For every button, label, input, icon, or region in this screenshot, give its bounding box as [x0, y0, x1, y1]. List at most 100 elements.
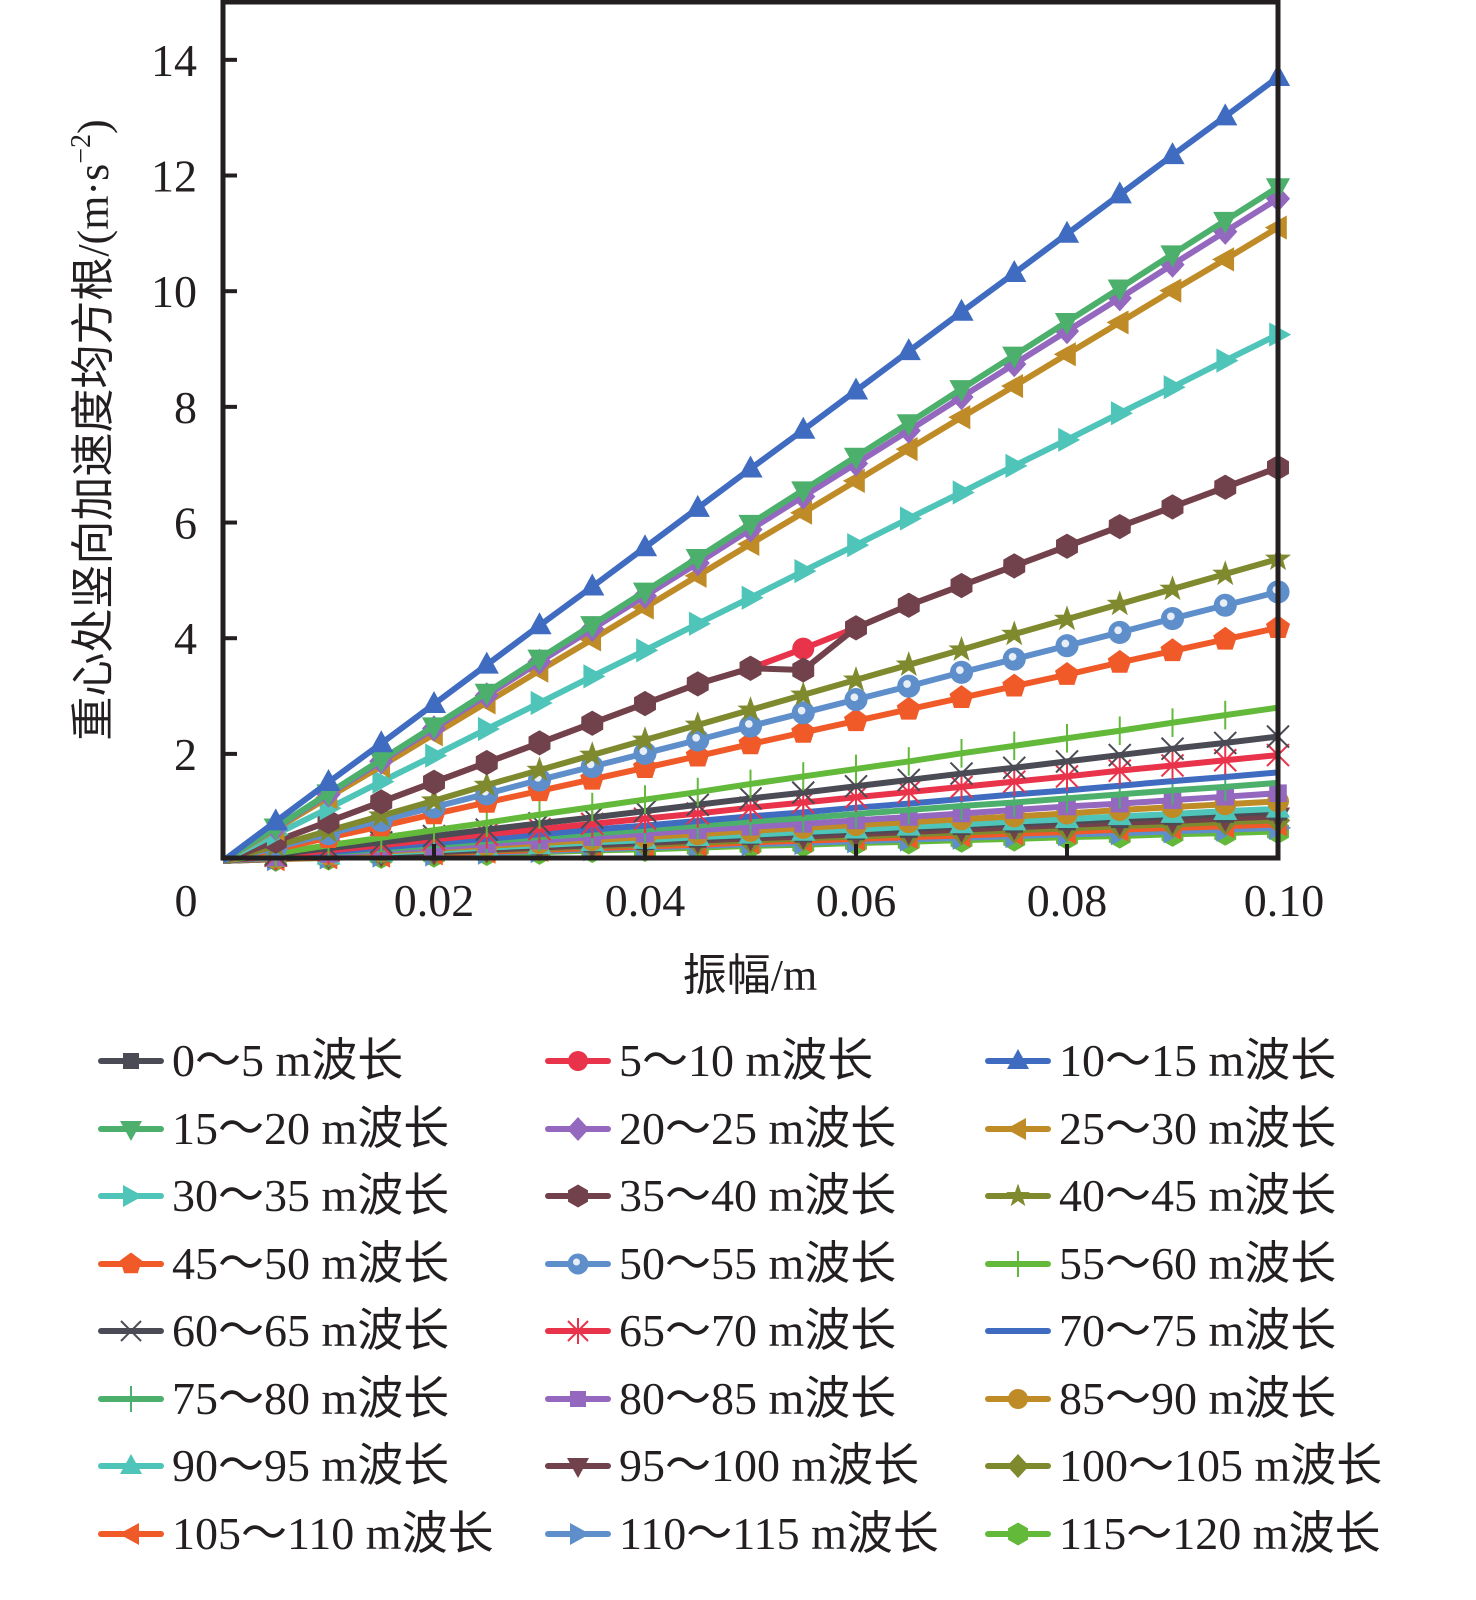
legend-item: 90～95 m波长 — [98, 1435, 449, 1497]
data-point — [1160, 751, 1185, 780]
data-point — [263, 808, 288, 831]
legend-label: 40～45 m波长 — [1059, 1170, 1337, 1221]
legend-swatch — [545, 1318, 611, 1344]
data-point-highlight — [573, 1258, 580, 1265]
x-tick-label: 0.06 — [816, 875, 897, 926]
marker-stroke — [1160, 736, 1185, 761]
data-point — [842, 468, 865, 493]
legend-swatch — [98, 1053, 164, 1069]
legend-swatch — [985, 1250, 1051, 1277]
data-point-highlight — [956, 666, 964, 674]
data-point — [1106, 590, 1133, 616]
data-point — [1160, 638, 1185, 662]
data-point — [842, 666, 870, 691]
marker-stroke — [120, 1320, 142, 1342]
data-point — [739, 655, 762, 681]
legend-label: 65～70 m波长 — [619, 1305, 897, 1356]
data-point-highlight — [903, 680, 911, 688]
data-point — [1008, 1522, 1028, 1545]
marker-stroke — [791, 780, 815, 805]
legend-item: 105～110 m波长 — [98, 1503, 494, 1565]
data-point — [1007, 1454, 1029, 1478]
legend-swatch — [545, 1184, 611, 1208]
data-point — [1160, 245, 1185, 268]
data-point — [685, 494, 710, 517]
data-point — [1107, 181, 1132, 204]
series-6 — [221, 322, 1292, 864]
data-point — [1006, 1117, 1026, 1140]
data-point — [632, 534, 658, 557]
data-point — [473, 771, 500, 797]
legend-label: 35～40 m波长 — [619, 1170, 897, 1221]
legend-swatch — [545, 1051, 611, 1071]
data-point — [845, 615, 867, 641]
data-point — [1003, 553, 1026, 579]
data-point — [895, 436, 918, 462]
data-point — [580, 616, 605, 639]
data-point — [1054, 662, 1080, 685]
data-point — [1002, 346, 1027, 369]
data-point — [580, 573, 605, 596]
data-point — [1054, 220, 1080, 243]
data-point — [570, 1522, 590, 1545]
y-axis-title-superscript: −2 — [66, 134, 97, 164]
data-point — [1213, 626, 1238, 650]
legend-label: 10～15 m波长 — [1059, 1035, 1337, 1086]
data-point — [896, 414, 921, 437]
legend-label: 90～95 m波长 — [172, 1440, 450, 1491]
data-point — [1214, 474, 1237, 500]
data-point — [1159, 278, 1182, 303]
legend-item: 85～90 m波长 — [985, 1368, 1336, 1430]
data-point-highlight — [797, 706, 806, 715]
data-point — [1005, 453, 1028, 478]
data-point — [896, 696, 921, 720]
data-point — [1110, 401, 1133, 426]
data-point — [1161, 494, 1184, 520]
data-point — [843, 377, 869, 400]
marker-stroke — [897, 768, 921, 792]
y-axis-title-main: 重心处竖向加速度均方根/(m·s — [69, 164, 118, 741]
data-point — [1058, 427, 1081, 452]
legend-label: 70～75 m波长 — [1059, 1305, 1337, 1356]
marker-stroke — [844, 774, 868, 798]
data-point — [738, 514, 763, 537]
data-point — [1001, 620, 1028, 646]
data-point-highlight — [1008, 652, 1017, 661]
legend-item: 35～40 m波长 — [545, 1165, 896, 1227]
marker-stroke — [949, 761, 974, 786]
legend-item: 5～10 m波长 — [545, 1030, 873, 1092]
legend-item: 55～60 m波长 — [985, 1233, 1336, 1295]
legend-label: 30～35 m波长 — [172, 1170, 450, 1221]
series-layer — [221, 63, 1292, 872]
data-point — [896, 338, 921, 361]
legend-item: 70～75 m波长 — [985, 1300, 1336, 1362]
legend-swatch — [545, 1253, 611, 1274]
data-point — [1053, 342, 1076, 367]
data-point — [1212, 560, 1239, 586]
data-point — [1107, 649, 1132, 673]
legend-swatch — [98, 1120, 164, 1141]
legend-item: 15～20 m波长 — [98, 1098, 449, 1160]
legend-item: 100～105 m波长 — [985, 1435, 1382, 1497]
y-tick-labels: 2 4 6 8 10 12 14 — [151, 35, 197, 780]
data-point — [316, 769, 341, 792]
data-point — [527, 612, 552, 635]
data-point — [579, 741, 606, 767]
data-point — [792, 637, 815, 660]
data-point — [843, 447, 869, 470]
data-point — [1002, 260, 1027, 283]
legend-label: 60～65 m波长 — [172, 1305, 450, 1356]
data-point — [583, 664, 606, 689]
legend-swatch — [545, 1390, 611, 1407]
data-point — [1002, 756, 1026, 780]
data-point — [794, 559, 817, 584]
legend-swatch — [985, 1522, 1051, 1545]
data-point — [1163, 375, 1186, 400]
legend-label: 80～85 m波长 — [619, 1372, 897, 1424]
legend-label: 100～105 m波长 — [1059, 1440, 1383, 1491]
data-point — [1002, 673, 1027, 697]
marker-stroke — [1213, 731, 1237, 755]
data-point — [949, 380, 974, 403]
marker-stroke — [1108, 743, 1132, 767]
data-point — [949, 298, 974, 321]
